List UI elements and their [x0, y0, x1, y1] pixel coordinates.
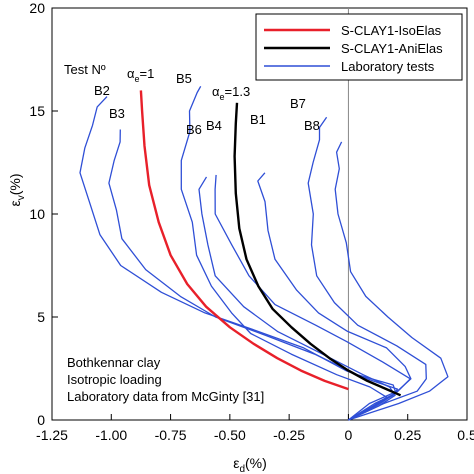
lab-curve-b5: [180, 85, 388, 421]
lab-curve-b1: [257, 172, 412, 421]
x-tick-label: 0.25: [394, 427, 421, 443]
alpha-ani-label: αe=1.3: [212, 84, 250, 102]
lab-curve-b3: [108, 129, 397, 421]
test-label-b8: B8: [304, 118, 320, 133]
lab-curve-b6: [198, 176, 396, 421]
alpha-iso-label: αe=1: [127, 66, 154, 84]
note-line-3: Laboratory data from McGinty [31]: [67, 389, 264, 404]
test-label-b2: B2: [94, 83, 110, 98]
x-axis-label: εd(%): [233, 455, 267, 474]
y-tick-label: 0: [37, 412, 45, 428]
lab-curve-b8: [334, 141, 449, 421]
test-label-b3: B3: [109, 106, 125, 121]
x-tick-label: -0.50: [214, 427, 246, 443]
series-lines: [79, 85, 449, 421]
x-tick-label: -1.00: [95, 427, 127, 443]
anielas-curve: [233, 102, 402, 397]
x-axis-ticks: -1.25 -1.00 -0.75 -0.50 -0.25 0 0.25 0.5: [36, 414, 474, 443]
legend-label-lab: Laboratory tests: [341, 59, 435, 74]
legend: S-CLAY1-IsoElas S-CLAY1-AniElas Laborato…: [255, 13, 463, 81]
x-tick-label: -1.25: [36, 427, 68, 443]
test-label-b7: B7: [290, 96, 306, 111]
test-label-b5: B5: [176, 71, 192, 86]
x-tick-label: 0.5: [457, 427, 474, 443]
test-label-b6: B6: [186, 122, 202, 137]
x-tick-label: 0: [345, 427, 353, 443]
y-tick-label: 10: [29, 206, 45, 222]
lab-curve-b2: [79, 96, 399, 421]
note-line-2: Isotropic loading: [67, 372, 162, 387]
test-label-b1: B1: [250, 112, 266, 127]
lab-curve-b7: [307, 116, 427, 421]
x-tick-label: -0.75: [155, 427, 187, 443]
y-tick-label: 5: [37, 309, 45, 325]
y-tick-label: 15: [29, 103, 45, 119]
y-tick-label: 20: [29, 0, 45, 16]
test-label-b4: B4: [206, 118, 222, 133]
note-line-1: Bothkennar clay: [67, 355, 161, 370]
x-tick-label: -0.25: [273, 427, 305, 443]
y-axis-ticks: 0 5 10 15 20: [29, 0, 58, 428]
isoelas-curve: [139, 90, 349, 391]
legend-label-isoelas: S-CLAY1-IsoElas: [341, 23, 442, 38]
test-header: Test Nº: [64, 62, 106, 77]
legend-label-anielas: S-CLAY1-AniElas: [341, 41, 443, 56]
y-axis-label: εv(%): [7, 173, 27, 206]
